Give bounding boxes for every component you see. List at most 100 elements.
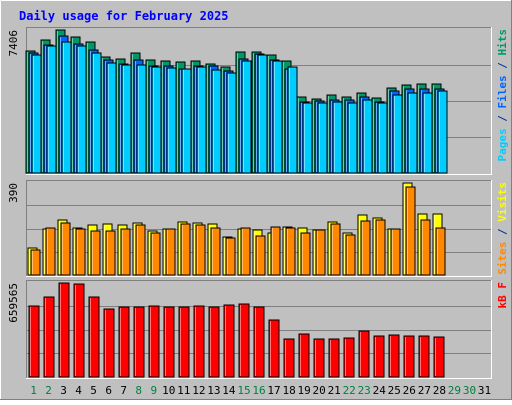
x-tick-label: 10 [162,384,175,397]
bar-kb-f [73,283,85,378]
x-tick-label: 11 [177,384,190,397]
bar-sites [195,224,206,276]
bar-sites [285,227,296,276]
bar-pages [241,60,252,174]
bar-sites [90,230,101,276]
bar-sites [120,228,131,276]
x-tick-label: 9 [150,384,157,397]
bar-kb-f [433,336,445,378]
chart-title: Daily usage for February 2025 [19,9,229,23]
legend-item: / [496,222,509,242]
bar-kb-f [253,306,265,378]
legend-item: Hits [496,29,509,56]
x-tick-label: 6 [105,384,112,397]
max-label-top: 7406 [7,30,20,57]
panel-mid: 390 Sites / Visits [7,180,509,277]
bar-sites [135,224,146,276]
bar-sites [405,186,416,276]
bar-kb-f [283,338,295,378]
legend-item: kB F [496,282,509,309]
x-tick-label: 27 [418,384,431,397]
bar-kb-f [58,282,70,378]
x-tick-label: 19 [297,384,310,397]
bar-sites [255,235,266,276]
bar-kb-f [328,338,340,378]
x-tick-label: 28 [433,384,446,397]
bar-kb-f [373,335,385,378]
bar-sites [375,219,386,276]
bar-kb-f [28,305,40,378]
bar-kb-f [133,306,145,378]
bar-sites [345,234,356,276]
x-tick-label: 31 [478,384,491,397]
legend-bottom: kB F [496,282,509,309]
bar-sites [300,232,311,276]
bar-sites [420,219,431,276]
legend-item: / [496,56,509,76]
x-tick-label: 15 [237,384,250,397]
bar-pages [437,90,448,174]
x-tick-label: 30 [463,384,476,397]
x-tick-label: 21 [328,384,341,397]
bar-kb-f [88,296,100,378]
bar-sites [180,223,191,276]
bar-sites [45,227,56,276]
x-tick-label: 25 [388,384,401,397]
bar-kb-f [343,337,355,378]
bar-sites [225,237,236,276]
bar-kb-f [298,333,310,378]
x-axis-labels: 1 2 3 4 5 6 7 8 9 10 11 12 13 14 15 16 17 18 19 20 21 22 23 24 2… [30,384,491,397]
chart-panels: 7406 Pages / Files / Hits 390 Sites / Visit… [7,27,509,379]
bar-sites [30,249,41,276]
x-tick-label: 1 [30,384,37,397]
bar-sites [105,230,116,276]
x-tick-label: 22 [343,384,356,397]
bar-sites [330,223,341,276]
bar-sites [210,227,221,276]
bar-kb-f [118,306,130,378]
x-tick-label: 4 [75,384,82,397]
x-tick-label: 20 [312,384,325,397]
x-tick-label: 5 [90,384,97,397]
bar-sites [165,228,176,276]
x-tick-label: 16 [252,384,265,397]
bar-kb-f [208,306,220,378]
legend-item: Files [496,75,509,108]
legend-item: Visits [496,182,509,222]
x-tick-label: 29 [448,384,461,397]
bar-kb-f [313,338,325,378]
bar-kb-f [238,303,250,378]
bar-sites [75,228,86,276]
bar-kb-f [388,334,400,378]
panel-top: 7406 Pages / Files / Hits [7,27,509,175]
legend-item: Sites [496,242,509,275]
bar-kb-f [103,308,115,378]
bar-kb-f [178,306,190,378]
bar-sites [60,222,71,276]
x-tick-label: 3 [60,384,67,397]
x-tick-label: 23 [358,384,371,397]
bar-sites [360,220,371,276]
legend-mid: Sites / Visits [496,182,509,275]
bar-kb-f [403,335,415,378]
x-tick-label: 2 [45,384,52,397]
bar-kb-f [358,330,370,378]
bar-sites [390,228,401,276]
bar-kb-f [193,305,205,378]
bar-kb-f [268,319,280,378]
max-label-mid: 390 [7,183,20,203]
bar-kb-f [163,306,175,378]
bar-sites [240,227,251,276]
bar-kb-f [418,335,430,378]
bar-sites [435,227,446,276]
x-tick-label: 24 [373,384,387,397]
x-tick-label: 7 [120,384,127,397]
x-tick-label: 14 [222,384,236,397]
panel-bottom: 659565 kB F [7,280,509,379]
x-tick-label: 17 [267,384,280,397]
legend-top: Pages / Files / Hits [496,29,509,162]
legend-item: / [496,109,509,129]
max-label-bottom: 659565 [7,283,20,323]
